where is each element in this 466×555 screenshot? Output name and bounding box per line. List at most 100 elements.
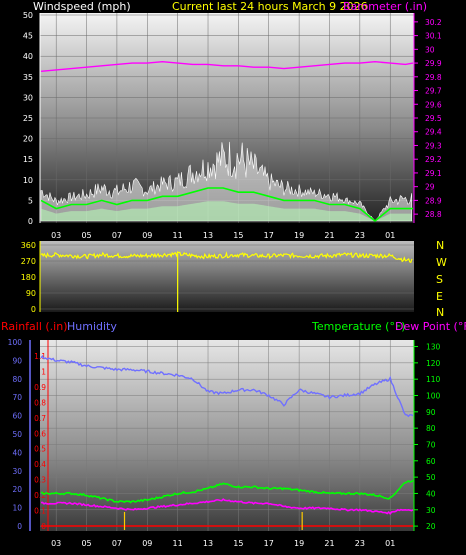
humidity-tick-label: 40 (12, 448, 22, 457)
direction-plot-area (40, 241, 414, 312)
y-tick-label: 30 (23, 93, 33, 102)
right-tick-label: 29.1 (425, 169, 442, 178)
x-tick-label: 09 (142, 539, 152, 548)
right-tick-label: 29.6 (425, 100, 442, 109)
x-tick-label: 03 (51, 231, 61, 240)
barometer-line (40, 60, 414, 72)
wind-direction-line (40, 250, 413, 264)
compass-labels: N W S E N (436, 239, 447, 319)
y-tick-label: 15 (23, 155, 33, 164)
temp-tick-label: 110 (426, 375, 441, 384)
x-tick-label: 05 (81, 539, 91, 548)
rain-tick-label: 1 (41, 367, 46, 376)
wind-low-area (41, 201, 412, 221)
x-tick-label: 01 (385, 231, 395, 240)
x-tick-label: 21 (324, 539, 334, 548)
temp-tick-label: 20 (426, 522, 436, 531)
y-tick-label: 10 (23, 176, 33, 185)
temp-tick-label: 130 (426, 343, 441, 352)
right-tick-label: 29.3 (425, 141, 442, 150)
direction-tick-label: 360 (21, 241, 36, 250)
x-tick-label: 11 (173, 539, 183, 548)
x-tick-label: 17 (264, 231, 274, 240)
y-tick-label: 35 (23, 73, 33, 82)
compass-label: W (436, 256, 447, 269)
lower-plot-area (40, 340, 414, 531)
wind-average-line (40, 187, 413, 223)
windspeed-axis-title: Windspeed (mph) (33, 0, 131, 13)
rain-tick-label: 0.3 (34, 476, 46, 485)
x-tick-label: 23 (355, 539, 365, 548)
humidity-tick-label: 50 (12, 430, 22, 439)
x-tick-label: 23 (355, 231, 365, 240)
right-tick-label: 29.2 (425, 155, 442, 164)
humidity-axis-title: Humidity (67, 320, 117, 333)
humidity-tick-label: 0 (17, 522, 22, 531)
barometer-axis-title: Barometer (.in) (343, 0, 427, 13)
x-tick-label: 17 (264, 539, 274, 548)
rain-tick-label: 0.8 (34, 398, 46, 407)
y-tick-label: 40 (23, 52, 33, 61)
temp-tick-label: 40 (426, 489, 436, 498)
temperature-line (41, 479, 414, 504)
y-tick-label: 20 (23, 135, 33, 144)
x-tick-label: 01 (385, 539, 395, 548)
x-tick-label: 19 (294, 231, 304, 240)
humidity-tick-label: 60 (12, 412, 22, 421)
compass-label: E (436, 290, 443, 303)
right-tick-label: 29.7 (425, 87, 442, 96)
compass-label: N (436, 306, 444, 319)
y-tick-label: 25 (23, 114, 33, 123)
temp-tick-label: 100 (426, 392, 441, 401)
compass-label: N (436, 239, 444, 252)
temp-tick-label: 50 (426, 473, 436, 482)
rain-tick-label: 0.6 (34, 429, 46, 438)
humidity-tick-label: 10 (12, 504, 22, 513)
x-tick-label: 13 (203, 539, 213, 548)
rain-tick-label: 0.4 (34, 460, 46, 469)
y-tick-label: 5 (28, 196, 33, 205)
humidity-tick-label: 80 (12, 375, 22, 384)
temperature-axis-title: Temperature (°F) (311, 320, 406, 333)
right-tick-label: 30 (425, 45, 435, 54)
right-tick-label: 30.2 (425, 18, 442, 27)
rain-tick-label: 0.2 (34, 491, 46, 500)
dewpoint-axis-title: Dew Point (°F) (395, 320, 466, 333)
x-tick-label: 07 (112, 539, 122, 548)
temp-tick-label: 70 (426, 440, 436, 449)
x-tick-label: 07 (112, 231, 122, 240)
x-tick-label: 15 (233, 539, 243, 548)
temp-tick-label: 120 (426, 359, 441, 368)
rain-tick-label: 1.1 (34, 352, 46, 361)
y-tick-label: 45 (23, 32, 33, 41)
x-tick-label: 19 (294, 539, 304, 548)
x-tick-label: 15 (233, 231, 243, 240)
y-tick-label: 50 (23, 11, 33, 20)
right-tick-label: 30.1 (425, 32, 442, 41)
humidity-tick-label: 90 (12, 356, 22, 365)
humidity-tick-label: 30 (12, 467, 22, 476)
x-tick-label: 11 (173, 231, 183, 240)
rain-tick-label: 0.1 (34, 507, 46, 516)
x-tick-label: 05 (81, 231, 91, 240)
y-tick-label: 0 (28, 217, 33, 226)
right-tick-label: 29.8 (425, 73, 442, 82)
direction-tick-label: 90 (26, 289, 36, 298)
rain-tick-label: 0.9 (34, 383, 46, 392)
humidity-tick-label: 20 (12, 485, 22, 494)
humidity-tick-label: 100 (8, 338, 23, 347)
x-tick-label: 13 (203, 231, 213, 240)
rain-tick-label: 0.7 (34, 414, 46, 423)
rain-tick-label: 0.5 (34, 445, 46, 454)
right-tick-label: 29.5 (425, 114, 442, 123)
direction-tick-label: 0 (31, 305, 36, 314)
temp-tick-label: 60 (426, 457, 436, 466)
x-tick-label: 09 (142, 231, 152, 240)
compass-label: S (436, 273, 443, 286)
x-tick-label: 21 (324, 231, 334, 240)
rainfall-axis-title: Rainfall (.in) (1, 320, 68, 333)
right-tick-label: 29 (425, 183, 435, 192)
right-tick-label: 28.8 (425, 210, 442, 219)
right-tick-label: 29.4 (425, 128, 442, 137)
